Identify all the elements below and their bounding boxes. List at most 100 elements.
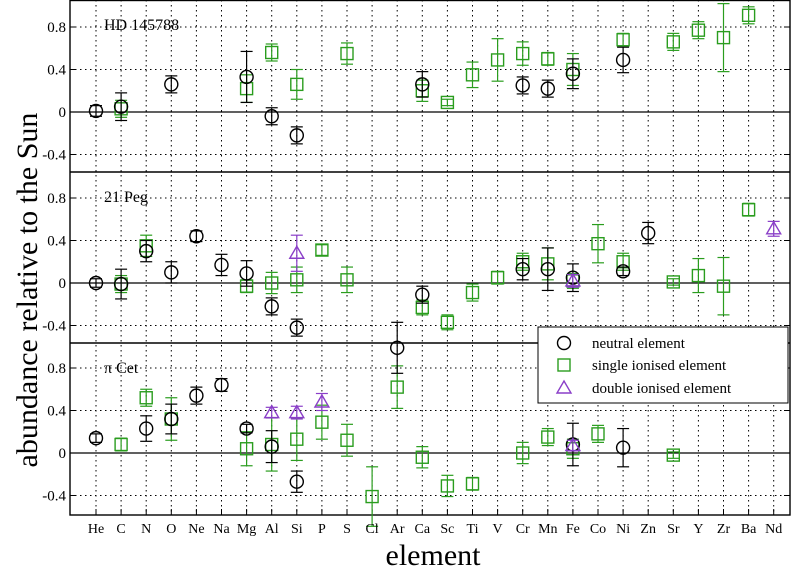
marker-circle bbox=[214, 257, 229, 273]
marker-triangle bbox=[765, 220, 782, 235]
data-point-single-S bbox=[340, 423, 354, 457]
y-tick-label: -0.4 bbox=[42, 148, 66, 164]
marker-circle bbox=[515, 78, 530, 93]
marker-circle bbox=[615, 440, 631, 455]
marker-circle bbox=[189, 229, 204, 244]
x-tick-label-Ar: Ar bbox=[390, 522, 405, 537]
marker-square bbox=[340, 46, 354, 61]
data-point-neutral-Fe bbox=[565, 58, 581, 90]
marker-circle bbox=[88, 275, 104, 291]
data-point-neutral-He bbox=[88, 430, 104, 446]
data-point-single-S bbox=[340, 42, 354, 65]
legend-entry-double: double ionised element bbox=[555, 379, 732, 397]
data-point-single-Zr bbox=[716, 256, 731, 316]
marker-circle bbox=[138, 243, 154, 259]
marker-square bbox=[741, 8, 756, 23]
data-point-single-Sr bbox=[666, 32, 680, 51]
marker-circle bbox=[239, 266, 254, 281]
y-tick-label: 0.8 bbox=[47, 191, 66, 207]
x-tick-label-C: C bbox=[116, 522, 125, 537]
legend-label-neutral: neutral element bbox=[592, 336, 686, 352]
marker-square bbox=[741, 202, 756, 217]
y-tick-label: 0 bbox=[59, 446, 67, 462]
marker-circle bbox=[88, 430, 104, 446]
data-point-neutral-Ni bbox=[615, 264, 631, 279]
data-point-double-Fe bbox=[564, 437, 582, 452]
marker-circle bbox=[289, 474, 304, 489]
x-tick-label-Ba: Ba bbox=[741, 522, 757, 537]
marker-square bbox=[365, 489, 379, 504]
marker-square bbox=[516, 446, 530, 460]
panel-label: 21 Peg bbox=[104, 189, 148, 206]
data-point-neutral-N bbox=[138, 239, 154, 263]
data-point-neutral-Ne bbox=[189, 386, 204, 405]
marker-square bbox=[591, 236, 605, 251]
marker-square bbox=[616, 33, 630, 47]
marker-circle bbox=[264, 299, 279, 314]
x-tick-label-Si: Si bbox=[291, 522, 303, 537]
marker-circle bbox=[540, 261, 555, 277]
data-point-neutral-Ca bbox=[415, 285, 430, 304]
data-point-single-Cr bbox=[516, 41, 530, 66]
marker-square bbox=[666, 275, 680, 289]
data-point-single-Sc bbox=[440, 474, 455, 498]
x-tick-label-Mn: Mn bbox=[538, 522, 557, 537]
marker-circle bbox=[164, 77, 179, 92]
data-point-neutral-Mn bbox=[540, 247, 555, 292]
marker-circle bbox=[641, 225, 656, 241]
x-tick-label-N: N bbox=[141, 522, 151, 537]
data-point-single-Al bbox=[265, 43, 279, 62]
marker-square bbox=[139, 391, 153, 405]
data-point-neutral-Mg bbox=[239, 421, 254, 436]
legend-marker-single bbox=[557, 358, 571, 372]
data-point-double-Si bbox=[288, 404, 306, 420]
data-point-single-S bbox=[340, 266, 354, 294]
marker-square bbox=[340, 273, 354, 287]
marker-square bbox=[716, 30, 731, 45]
data-point-neutral-C bbox=[113, 268, 129, 300]
marker-square bbox=[666, 35, 680, 49]
legend-entry-single: single ionised element bbox=[557, 358, 727, 374]
x-axis-title: element bbox=[386, 539, 482, 568]
x-tick-label-Nd: Nd bbox=[765, 522, 782, 537]
data-point-single-C bbox=[114, 437, 128, 452]
data-point-double-Si bbox=[288, 234, 306, 272]
data-point-single-Sc bbox=[440, 314, 455, 331]
y-tick-label: 0 bbox=[59, 105, 67, 121]
x-tick-label-Zr: Zr bbox=[717, 522, 731, 537]
marker-square bbox=[290, 77, 304, 92]
data-point-neutral-Na bbox=[214, 253, 229, 277]
marker-square bbox=[440, 479, 455, 493]
data-point-single-Al bbox=[265, 271, 279, 295]
data-point-neutral-Na bbox=[214, 377, 229, 393]
marker-circle bbox=[164, 265, 179, 280]
data-point-single-Y bbox=[691, 21, 706, 40]
x-tick-label-Mg: Mg bbox=[237, 522, 256, 537]
data-point-double-P bbox=[313, 392, 331, 412]
axis-labels: 0.8 0.4 0 -0.4 HD 145788 0.8 0.4 0 -0.4 21 Peg 0.8… bbox=[42, 17, 782, 537]
data-point-single-Ti bbox=[465, 283, 480, 302]
marker-circle bbox=[239, 421, 254, 436]
marker-triangle bbox=[564, 272, 582, 287]
data-point-neutral-Mg bbox=[239, 260, 254, 287]
legend: neutral element single ionised element d… bbox=[537, 326, 789, 404]
data-point-neutral-Al bbox=[264, 107, 279, 126]
data-point-single-Ca bbox=[415, 446, 429, 469]
marker-circle bbox=[289, 128, 304, 143]
marker-square bbox=[265, 45, 279, 60]
data-point-single-Sr bbox=[666, 275, 680, 289]
data-point-single-Ti bbox=[465, 476, 480, 491]
marker-square bbox=[114, 437, 128, 452]
marker-square bbox=[490, 53, 505, 67]
marker-square bbox=[440, 315, 455, 330]
marker-circle bbox=[615, 52, 631, 68]
x-tick-label-Ne: Ne bbox=[188, 522, 204, 537]
marker-square bbox=[591, 427, 605, 441]
data-point-single-Mn bbox=[541, 427, 555, 447]
marker-square bbox=[415, 450, 429, 464]
data-point-single-Y bbox=[691, 257, 706, 294]
marker-square bbox=[265, 276, 279, 290]
y-tick-label: -0.4 bbox=[42, 319, 66, 335]
marker-circle bbox=[515, 261, 530, 277]
